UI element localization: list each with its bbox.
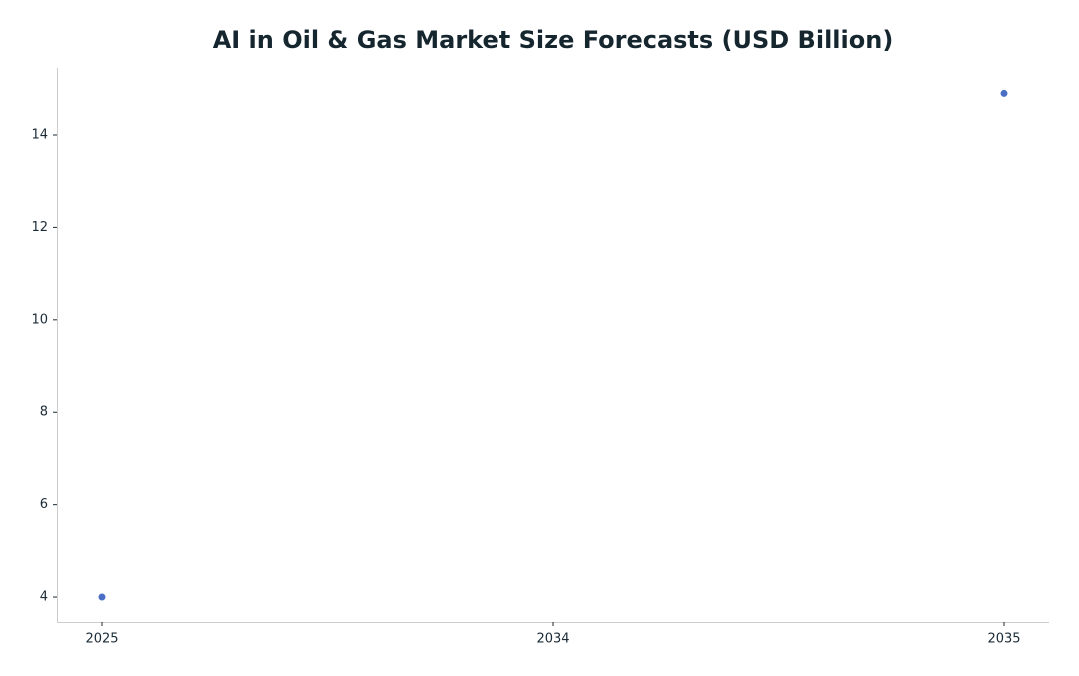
y-tick-label: 14 — [31, 127, 48, 142]
y-tick-label: 6 — [40, 497, 48, 512]
point — [1000, 89, 1008, 97]
x-tick-label: 2034 — [536, 632, 569, 647]
x-tick-label: 2025 — [85, 632, 118, 647]
chart-title: AI in Oil & Gas Market Size Forecasts (U… — [213, 26, 894, 54]
point — [98, 593, 106, 601]
x-tick-label: 2035 — [987, 632, 1020, 647]
y-tick-label: 4 — [40, 590, 48, 605]
y-tick-label: 12 — [31, 220, 48, 235]
y-tick-label: 8 — [40, 405, 48, 420]
y-tick-label: 10 — [31, 312, 48, 327]
